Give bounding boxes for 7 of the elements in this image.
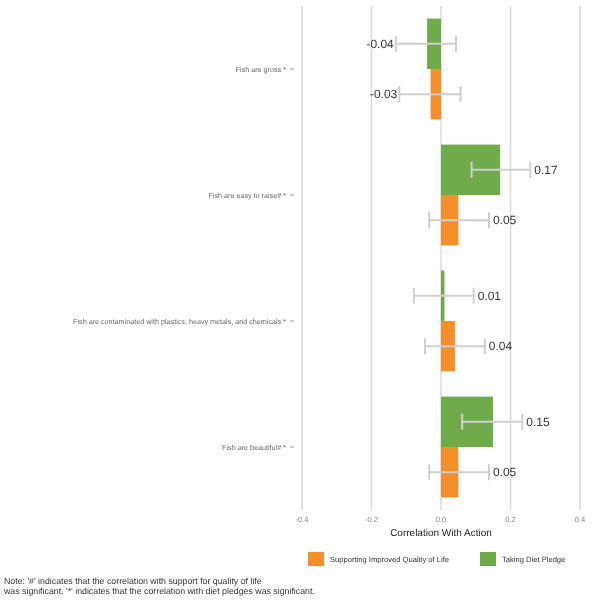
bar	[430, 69, 441, 120]
bar	[441, 195, 459, 246]
bar	[441, 447, 459, 498]
bar	[441, 396, 494, 447]
bar	[427, 18, 441, 69]
bar	[441, 321, 455, 372]
bar	[441, 144, 501, 195]
